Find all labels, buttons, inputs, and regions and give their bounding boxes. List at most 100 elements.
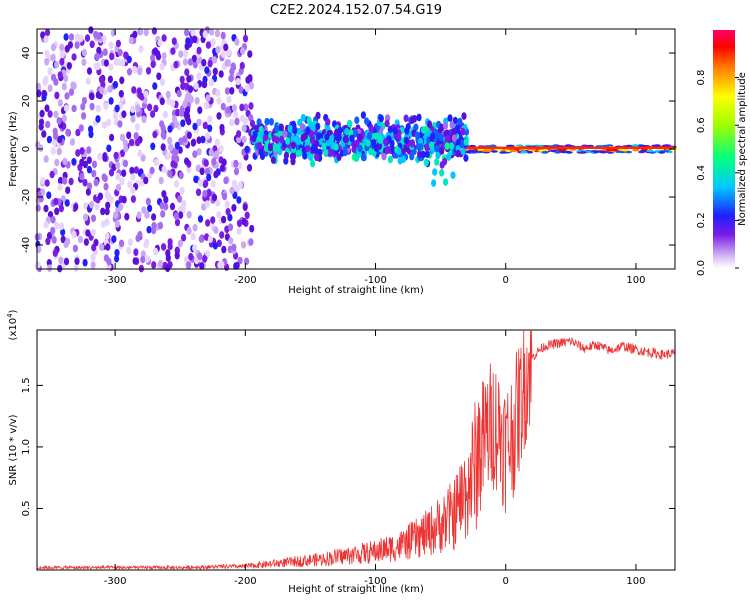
spectrogram-cell bbox=[153, 247, 159, 256]
spectrogram-cell bbox=[211, 158, 217, 166]
spectrogram-cell bbox=[208, 148, 214, 157]
spectrogram-cell bbox=[180, 119, 186, 127]
spectrogram-cell bbox=[123, 51, 129, 59]
x-tick-label: 0 bbox=[503, 275, 509, 286]
spectrogram-cell bbox=[541, 150, 549, 154]
spectrogram-cell bbox=[144, 211, 150, 219]
spectrogram-cell bbox=[279, 135, 285, 144]
spectrogram-cell bbox=[187, 58, 194, 66]
spectrogram-cell bbox=[267, 143, 273, 152]
spectrogram-cell bbox=[264, 117, 270, 126]
spectrogram-cell bbox=[202, 75, 208, 84]
spectrogram-cell bbox=[152, 47, 159, 55]
spectrogram-cell bbox=[209, 78, 215, 87]
spectrogram-cell bbox=[170, 99, 176, 108]
spectrogram-cell bbox=[150, 142, 156, 151]
spectrogram-cell bbox=[195, 164, 201, 173]
spectrogram-cell bbox=[70, 81, 76, 89]
spectrogram-cell bbox=[69, 138, 76, 146]
spectrogram-cell bbox=[190, 29, 196, 37]
spectrogram-cell bbox=[126, 246, 132, 255]
spectrogram-cell bbox=[192, 244, 198, 252]
spectrogram-cell bbox=[526, 150, 533, 154]
spectrogram-cell bbox=[101, 35, 107, 43]
spectrogram-cell bbox=[178, 211, 184, 219]
spectrogram-cell bbox=[203, 179, 209, 188]
spectrogram-cell bbox=[191, 54, 197, 63]
spectrogram-cell bbox=[159, 78, 165, 86]
spectrogram-cell bbox=[103, 182, 109, 191]
spectrogram-cell bbox=[93, 62, 99, 70]
spectrogram-cell bbox=[396, 147, 402, 156]
spectrogram-cell bbox=[177, 195, 183, 203]
spectrogram-cell bbox=[54, 158, 60, 167]
spectrogram-cell bbox=[60, 228, 66, 236]
spectrogram-cell bbox=[249, 224, 255, 233]
spectrogram-cell bbox=[384, 119, 390, 128]
spectrogram-cell bbox=[135, 138, 141, 147]
spectrogram-cell bbox=[191, 138, 197, 147]
y-tick-label: -40 bbox=[21, 237, 32, 253]
spectrogram-cell bbox=[177, 205, 183, 214]
spectrogram-cell bbox=[215, 199, 221, 207]
spectrogram-cell bbox=[137, 67, 143, 76]
spectrogram-cell bbox=[354, 139, 360, 148]
spectrogram-cell bbox=[121, 169, 127, 177]
spectrogram-cell bbox=[423, 158, 429, 167]
spectrogram-cell bbox=[84, 34, 91, 42]
spectrogram-cell bbox=[210, 179, 216, 188]
spectrogram-cell bbox=[460, 147, 466, 156]
spectrogram-cell bbox=[162, 110, 168, 119]
spectrogram-cell bbox=[40, 177, 46, 185]
spectrogram-cell bbox=[130, 115, 136, 123]
spectrogram-cell bbox=[207, 59, 213, 68]
spectrogram-cell bbox=[158, 176, 164, 185]
spectrogram-cell bbox=[79, 147, 85, 155]
spectrogram-cell bbox=[432, 168, 438, 176]
spectrogram-cell bbox=[236, 219, 243, 228]
spectrogram-cell bbox=[241, 124, 247, 133]
spectrogram-cell bbox=[57, 176, 64, 185]
spectrogram-cell bbox=[106, 257, 112, 266]
spectrogram-cell bbox=[174, 180, 180, 188]
spectrogram-cell bbox=[219, 231, 225, 239]
spectrogram-cell bbox=[233, 110, 239, 119]
spectrogram-cell bbox=[161, 165, 167, 174]
spectrogram-cell bbox=[206, 173, 212, 182]
spectrogram-cell bbox=[443, 178, 449, 186]
spectrogram-cell bbox=[248, 114, 254, 122]
spectrogram-cell bbox=[159, 201, 165, 210]
spectrogram-cell bbox=[300, 113, 306, 122]
spectrogram-cell bbox=[45, 237, 51, 246]
spectrogram-cell bbox=[83, 213, 89, 222]
spectrogram-cell bbox=[662, 144, 669, 148]
spectrogram-cell bbox=[342, 135, 348, 144]
spectrogram-cell bbox=[430, 132, 436, 141]
spectrogram-cell bbox=[455, 138, 461, 147]
spectrogram-cell bbox=[136, 211, 142, 219]
spectrogram-cell bbox=[138, 45, 144, 53]
spectrogram-cell bbox=[150, 110, 156, 118]
spectrogram-cell bbox=[157, 38, 163, 47]
spectrogram-cell bbox=[282, 130, 288, 138]
spectrogram-cell bbox=[194, 97, 200, 105]
spectrogram-cell bbox=[35, 82, 41, 91]
spectrogram-cell bbox=[446, 153, 452, 161]
spectrogram-cell bbox=[35, 204, 41, 212]
spectrogram-cell bbox=[73, 264, 79, 273]
y-tick-label: 0.5 bbox=[21, 501, 32, 517]
spectrogram-cell bbox=[205, 219, 211, 227]
spectrogram-cell bbox=[101, 173, 107, 181]
spectrogram-cell bbox=[143, 90, 149, 98]
spectrogram-cell bbox=[151, 222, 157, 230]
spectrogram-cell bbox=[63, 257, 70, 266]
spectrogram-cell bbox=[409, 152, 415, 161]
spectrogram-cell bbox=[177, 239, 183, 248]
spectrogram-cell bbox=[50, 226, 56, 235]
spectrogram-cell bbox=[336, 153, 342, 161]
spectrogram-cell bbox=[167, 125, 173, 133]
spectrogram-cell bbox=[47, 264, 53, 273]
spectrogram-cell bbox=[94, 52, 100, 61]
spectrogram-cell bbox=[90, 253, 96, 262]
spectrogram-cell bbox=[141, 115, 147, 124]
